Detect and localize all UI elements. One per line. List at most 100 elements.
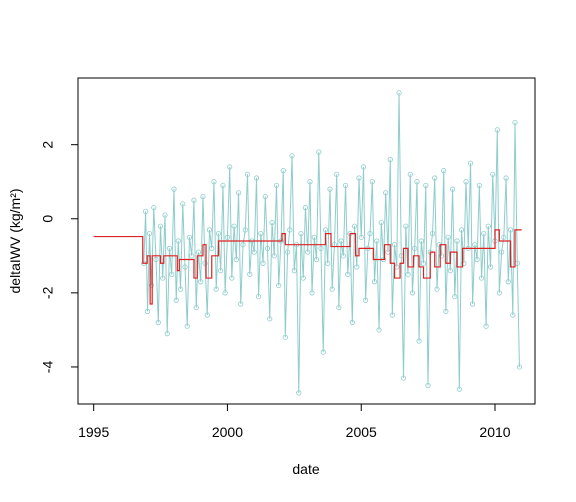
raw-series-point: [434, 286, 440, 292]
raw-series-point: [200, 193, 206, 200]
raw-series-point: [376, 327, 382, 333]
raw-series-point: [474, 256, 480, 263]
raw-series-point: [338, 238, 344, 244]
raw-series-point: [445, 234, 451, 240]
raw-series-point: [307, 179, 313, 185]
raw-series-point: [300, 275, 306, 281]
raw-series-point: [227, 164, 233, 170]
y-tick-label: -4: [40, 361, 56, 374]
raw-series-point: [204, 312, 210, 318]
raw-series-point: [222, 290, 228, 296]
raw-series-point: [510, 312, 516, 318]
raw-series-point: [157, 223, 164, 229]
raw-series-point: [320, 349, 326, 355]
raw-series-point: [407, 171, 413, 177]
raw-series-point: [231, 223, 237, 229]
raw-series-point: [340, 253, 346, 259]
raw-series-point: [169, 271, 175, 277]
raw-series-point: [309, 290, 315, 296]
raw-series-point: [298, 230, 304, 237]
raw-series-point: [405, 271, 411, 277]
raw-series-point: [289, 153, 295, 159]
raw-series-point: [429, 230, 436, 237]
raw-series-point: [271, 253, 277, 259]
raw-series-point: [262, 193, 268, 200]
raw-series-point: [282, 334, 288, 340]
raw-series-point: [432, 175, 438, 181]
raw-series-point: [367, 230, 373, 237]
raw-series-point: [191, 197, 197, 203]
raw-series-point: [218, 268, 224, 274]
raw-series-point: [441, 168, 447, 174]
raw-series-point: [296, 390, 302, 396]
raw-series-point: [507, 227, 514, 233]
x-tick-label: 2010: [479, 424, 510, 440]
y-axis-label: deltaIWV (kg/m²): [7, 188, 23, 293]
raw-series-point: [409, 290, 416, 296]
raw-series-point: [483, 323, 489, 329]
raw-series-point: [345, 271, 351, 277]
x-axis: 1995 2000 2005 2010: [78, 403, 511, 440]
raw-series-point: [287, 227, 293, 233]
raw-series-point: [247, 271, 253, 277]
raw-series-point: [496, 290, 502, 296]
raw-series-point: [454, 238, 460, 244]
x-tick-label: 2000: [212, 424, 243, 440]
raw-series-point: [461, 260, 467, 266]
raw-series-point: [476, 182, 482, 189]
raw-series-point: [420, 260, 427, 266]
raw-series-point: [463, 179, 469, 185]
raw-series-point: [481, 230, 487, 237]
raw-series-line: [143, 92, 520, 393]
raw-series-point: [260, 260, 266, 266]
raw-series-point: [396, 90, 402, 96]
raw-series-point: [374, 238, 380, 244]
raw-series-point: [443, 308, 449, 314]
raw-series-point: [311, 234, 317, 240]
raw-series-point: [175, 238, 181, 244]
raw-series-point: [276, 282, 282, 289]
raw-series-point: [327, 186, 333, 192]
raw-series-point: [447, 268, 453, 274]
raw-series-point: [360, 164, 367, 170]
raw-series-point: [215, 230, 222, 237]
raw-series-point: [144, 308, 151, 314]
raw-series-point: [425, 382, 431, 389]
raw-series-point: [186, 234, 193, 240]
raw-series-point: [498, 249, 505, 255]
raw-series-point: [229, 275, 235, 281]
raw-series-point: [184, 323, 190, 329]
raw-series-point: [269, 219, 275, 226]
raw-series-point: [264, 245, 271, 252]
raw-series-point: [305, 249, 311, 255]
raw-series-point: [162, 212, 168, 218]
raw-series-point: [251, 249, 257, 255]
raw-series-point: [267, 316, 273, 322]
raw-series-point: [291, 268, 297, 274]
raw-series-point: [472, 242, 478, 248]
raw-series-point: [414, 179, 420, 185]
raw-series-point: [358, 234, 364, 240]
raw-series-point: [258, 230, 264, 237]
raw-series-point: [280, 168, 286, 174]
raw-series-point: [211, 179, 217, 185]
raw-series-point: [452, 293, 458, 300]
raw-series-point: [233, 256, 239, 263]
raw-series-point: [316, 149, 322, 155]
raw-series-point: [371, 279, 378, 285]
raw-series-point: [516, 364, 523, 370]
raw-series-point: [242, 227, 248, 233]
raw-series-point: [322, 227, 329, 233]
raw-series-point: [244, 171, 251, 177]
x-axis-label: date: [292, 461, 319, 477]
raw-series-point: [449, 186, 456, 192]
y-axis: -4 -2 0 2: [40, 141, 79, 374]
raw-series-point: [160, 275, 166, 281]
raw-series-point: [362, 297, 369, 303]
raw-series-point: [209, 245, 215, 252]
raw-series-point: [151, 205, 157, 211]
raw-series-point: [485, 223, 491, 229]
raw-series-point: [389, 312, 395, 318]
raw-series-point: [213, 286, 219, 292]
raw-series-point: [412, 245, 418, 252]
